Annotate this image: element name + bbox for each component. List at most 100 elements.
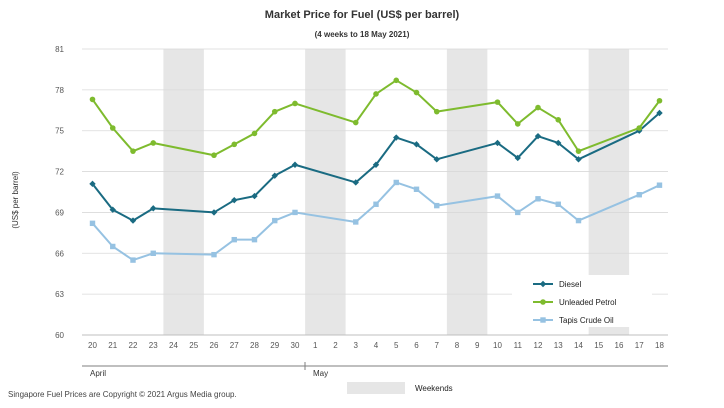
unleaded-petrol-point — [89, 96, 96, 103]
diesel-point — [251, 192, 258, 200]
unleaded-petrol-point — [575, 148, 582, 154]
x-tick-label: 9 — [475, 341, 480, 350]
x-tick-label: 18 — [655, 341, 664, 350]
x-tick-label: 7 — [435, 341, 440, 350]
unleaded-petrol-point — [656, 97, 663, 104]
tapis-crude-oil-point — [535, 196, 541, 202]
x-tick-label: 10 — [493, 341, 502, 350]
chart-title: Market Price for Fuel (US$ per barrel) — [265, 9, 460, 21]
weekend-band — [446, 49, 488, 335]
legend: Diesel Unleaded Petrol Tapis Crude Oil — [512, 277, 652, 327]
x-tick-label: 11 — [514, 341, 523, 350]
diesel-point — [210, 209, 218, 216]
unleaded-petrol-point — [352, 119, 359, 126]
diesel-point — [231, 196, 238, 204]
month-label-may: May — [313, 369, 328, 378]
tapis-crude-oil-point — [231, 236, 237, 243]
tapis-crude-oil-point — [272, 217, 278, 224]
diesel-point — [514, 154, 521, 162]
tapis-crude-oil-point — [494, 193, 501, 199]
y-tick-label: 69 — [55, 208, 64, 217]
y-tick-label: 60 — [55, 331, 64, 340]
diesel-point — [372, 161, 380, 168]
tapis-crude-oil-point — [373, 201, 379, 207]
tapis-crude-oil-point — [393, 179, 399, 186]
unleaded-petrol-point — [271, 108, 278, 115]
tapis-crude-oil-point — [434, 202, 440, 209]
unleaded-petrol-point — [535, 104, 541, 111]
x-tick-label: 16 — [615, 341, 624, 350]
y-tick-label: 78 — [55, 86, 64, 95]
x-tick-label: 13 — [554, 341, 563, 350]
unleaded-petrol-point — [636, 125, 643, 131]
diesel-point — [109, 206, 116, 213]
tapis-crude-oil-point — [515, 209, 521, 216]
unleaded-petrol-point — [211, 152, 217, 159]
diesel-point — [129, 217, 137, 224]
x-tick-label: 25 — [189, 341, 198, 350]
unleaded-petrol-point — [292, 100, 298, 107]
diesel-point — [534, 132, 542, 140]
tapis-crude-oil-point — [413, 186, 420, 192]
y-ticks: 81 78 75 72 69 66 63 60 — [55, 45, 64, 340]
x-tick-label: 3 — [354, 341, 359, 350]
unleaded-petrol-point — [514, 121, 521, 127]
x-tick-label: 22 — [129, 341, 138, 350]
x-tick-label: 20 — [88, 341, 97, 350]
chart-subtitle: (4 weeks to 18 May 2021) — [315, 30, 410, 39]
legend-marker-tapis-crude-oil — [540, 317, 546, 323]
series-tapis-crude-oil — [89, 179, 663, 263]
x-tick-label: 14 — [574, 341, 583, 350]
x-tick-label: 8 — [455, 341, 460, 350]
legend-label-unleaded-petrol: Unleaded Petrol — [559, 298, 617, 307]
x-tick-label: 1 — [313, 341, 318, 350]
diesel-point — [393, 134, 400, 141]
x-tick-label: 5 — [394, 341, 399, 350]
x-tick-label: 4 — [374, 341, 379, 350]
diesel-point — [433, 156, 440, 163]
x-tick-label: 2 — [333, 341, 338, 350]
x-tick-label: 21 — [108, 341, 117, 350]
copyright-text: Singapore Fuel Prices are Copyright © 20… — [8, 390, 237, 399]
diesel-point — [271, 172, 278, 179]
weekends-key-swatch — [347, 382, 405, 394]
diesel-point — [89, 180, 96, 188]
tapis-crude-oil-point — [656, 182, 663, 188]
series-diesel — [89, 109, 663, 224]
diesel-point — [150, 205, 157, 212]
x-tick-label: 24 — [169, 341, 178, 350]
x-tick-label: 29 — [270, 341, 279, 350]
y-tick-label: 75 — [55, 127, 64, 136]
weekends-key: Weekends — [347, 382, 453, 394]
diesel-point — [352, 179, 359, 186]
unleaded-petrol-point — [231, 141, 238, 148]
x-tick-label: 6 — [414, 341, 419, 350]
tapis-crude-oil-point — [575, 217, 582, 224]
weekend-band — [305, 49, 346, 335]
legend-marker-diesel — [539, 280, 547, 288]
diesel-point — [656, 109, 663, 117]
y-axis-label: (US$ per barrel) — [11, 171, 20, 229]
weekend-band — [588, 327, 630, 335]
unleaded-petrol-point — [109, 125, 116, 131]
series-unleaded-petrol — [89, 77, 663, 159]
legend-marker-unleaded-petrol — [540, 299, 546, 305]
tapis-crude-oil-point — [211, 251, 217, 258]
unleaded-petrol-point — [555, 117, 562, 123]
weekends-key-label: Weekends — [415, 384, 453, 393]
x-tick-label: 12 — [534, 341, 543, 350]
month-axis: April May — [82, 362, 668, 378]
tapis-crude-oil-point — [110, 243, 116, 250]
x-tick-label: 17 — [635, 341, 644, 350]
y-tick-label: 66 — [55, 249, 64, 258]
diesel-point — [555, 139, 562, 147]
unleaded-petrol-point — [251, 130, 258, 137]
diesel-point — [291, 161, 299, 168]
legend-label-tapis-crude-oil: Tapis Crude Oil — [559, 316, 614, 325]
unleaded-petrol-point — [150, 140, 157, 146]
weekend-band — [588, 49, 630, 275]
unleaded-petrol-point — [433, 108, 440, 115]
x-tick-label: 30 — [291, 341, 300, 350]
tapis-crude-oil-point — [292, 209, 298, 216]
x-tick-label: 27 — [230, 341, 239, 350]
